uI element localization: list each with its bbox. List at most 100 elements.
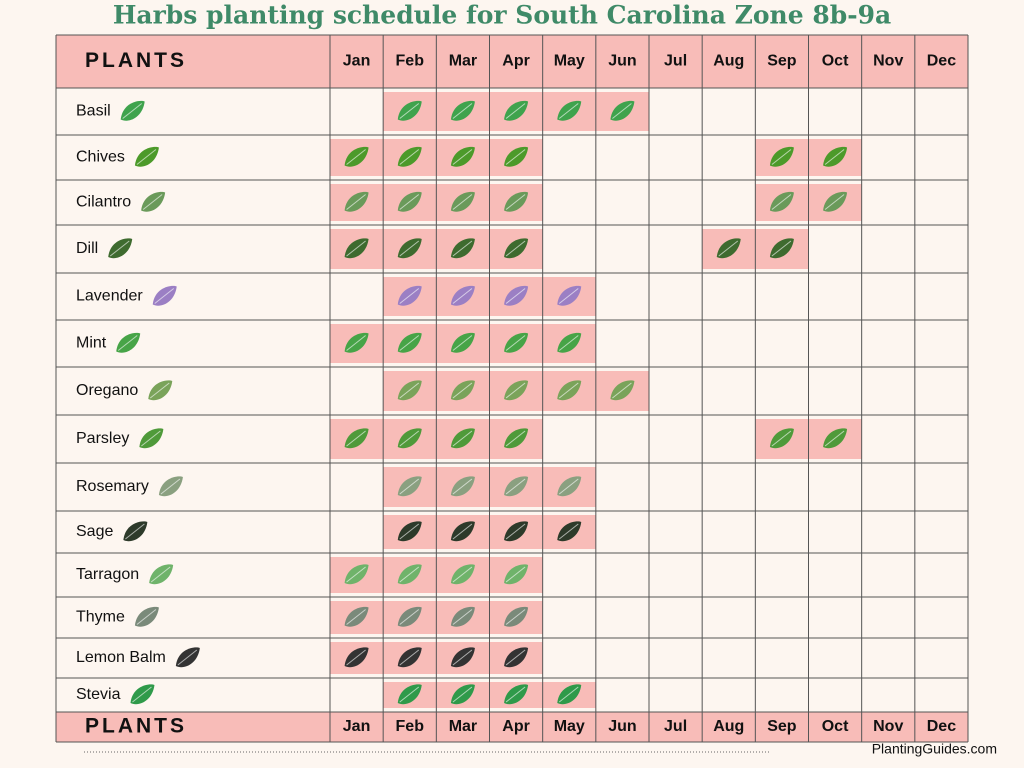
leaf-vein bbox=[346, 194, 366, 210]
header-label: PLANTS bbox=[85, 49, 187, 72]
leaf-vein bbox=[452, 103, 473, 119]
plant-name: Dill bbox=[76, 240, 98, 257]
plant-name: Rosemary bbox=[76, 478, 149, 495]
month-label: Mar bbox=[449, 53, 477, 70]
leaf-vein bbox=[452, 523, 473, 540]
leaf-vein bbox=[558, 288, 579, 304]
leaf-vein bbox=[399, 335, 420, 351]
leaf-vein bbox=[505, 609, 526, 625]
leaf-vein bbox=[399, 686, 420, 703]
leaf-vein bbox=[452, 478, 473, 495]
month-label: Nov bbox=[873, 718, 903, 735]
leaf-vein bbox=[558, 686, 579, 703]
plant-name: Tarragon bbox=[76, 566, 139, 583]
leaf-vein bbox=[346, 240, 366, 257]
month-label: Dec bbox=[927, 53, 956, 70]
credit: PlantingGuides.com bbox=[872, 741, 997, 757]
leaf-vein bbox=[505, 194, 526, 210]
leaf-vein bbox=[141, 430, 161, 447]
leaf-vein bbox=[399, 609, 420, 625]
month-label: Feb bbox=[396, 53, 425, 70]
month-label: Apr bbox=[502, 53, 530, 70]
leaf-vein bbox=[771, 240, 792, 257]
leaf-vein bbox=[505, 382, 526, 399]
leaf-vein bbox=[771, 430, 792, 447]
leaf-vein bbox=[150, 566, 171, 583]
plant-name: Oregano bbox=[76, 382, 138, 399]
leaf-vein bbox=[718, 240, 739, 257]
month-label: Jul bbox=[664, 53, 687, 70]
leaf-vein bbox=[399, 382, 420, 399]
plant-name: Sage bbox=[76, 523, 113, 540]
leaf-vein bbox=[505, 430, 526, 447]
leaf-vein bbox=[125, 523, 145, 540]
leaf-vein bbox=[558, 523, 579, 540]
leaf-vein bbox=[505, 686, 526, 703]
leaf-vein bbox=[558, 382, 579, 399]
leaf-vein bbox=[505, 523, 526, 540]
leaf-vein bbox=[399, 288, 420, 304]
month-label: Jan bbox=[343, 718, 371, 735]
plant-name: Lavender bbox=[76, 288, 143, 305]
plant-name: Mint bbox=[76, 335, 107, 352]
month-label: Mar bbox=[449, 718, 477, 735]
leaf-vein bbox=[149, 382, 170, 399]
leaf-vein bbox=[346, 566, 366, 583]
month-label: May bbox=[554, 53, 585, 70]
leaf-vein bbox=[558, 335, 579, 351]
month-label: Jan bbox=[343, 53, 371, 70]
month-label: Feb bbox=[396, 718, 425, 735]
month-label: Aug bbox=[713, 718, 744, 735]
leaf-vein bbox=[132, 686, 152, 703]
leaf-vein bbox=[452, 288, 473, 304]
leaf-vein bbox=[452, 686, 473, 703]
leaf-vein bbox=[452, 382, 473, 399]
month-label: Sep bbox=[767, 53, 797, 70]
leaf-vein bbox=[452, 240, 473, 257]
month-label: Aug bbox=[713, 53, 744, 70]
leaf-vein bbox=[505, 649, 526, 666]
month-label: Sep bbox=[767, 718, 797, 735]
leaf-vein bbox=[346, 335, 366, 351]
leaf-vein bbox=[399, 523, 420, 540]
leaf-vein bbox=[558, 478, 579, 495]
leaf-vein bbox=[452, 149, 473, 165]
plant-name: Cilantro bbox=[76, 194, 131, 211]
leaf-vein bbox=[771, 149, 792, 165]
leaf-vein bbox=[452, 194, 473, 210]
leaf-vein bbox=[452, 335, 473, 351]
leaf-vein bbox=[399, 478, 420, 495]
plant-name: Chives bbox=[76, 149, 125, 166]
leaf-vein bbox=[399, 240, 420, 257]
plant-name: Stevia bbox=[76, 686, 121, 703]
leaf-vein bbox=[505, 288, 526, 304]
leaf-vein bbox=[142, 194, 163, 210]
leaf-vein bbox=[154, 288, 175, 304]
leaf-vein bbox=[399, 566, 420, 583]
leaf-vein bbox=[399, 194, 420, 210]
month-label: Jun bbox=[608, 53, 636, 70]
plant-name: Basil bbox=[76, 103, 111, 120]
month-label: Oct bbox=[822, 53, 849, 70]
month-label: May bbox=[554, 718, 585, 735]
plant-name: Parsley bbox=[76, 430, 129, 447]
month-label: Nov bbox=[873, 53, 903, 70]
leaf-vein bbox=[346, 149, 366, 165]
header-band bbox=[56, 35, 968, 88]
leaf-vein bbox=[346, 649, 366, 666]
leaf-vein bbox=[109, 240, 130, 257]
leaf-vein bbox=[452, 649, 473, 666]
leaf-vein bbox=[824, 194, 845, 210]
plant-name: Thyme bbox=[76, 609, 125, 626]
leaf-vein bbox=[452, 430, 473, 447]
leaf-vein bbox=[346, 609, 366, 625]
month-label: Jun bbox=[608, 718, 636, 735]
leaf-vein bbox=[117, 335, 138, 351]
leaf-vein bbox=[505, 149, 526, 165]
footer-label: PLANTS bbox=[85, 715, 187, 738]
leaf-vein bbox=[505, 478, 526, 495]
leaf-vein bbox=[136, 609, 157, 625]
leaf-vein bbox=[399, 103, 420, 119]
leaf-vein bbox=[160, 478, 181, 495]
leaf-vein bbox=[399, 149, 420, 165]
